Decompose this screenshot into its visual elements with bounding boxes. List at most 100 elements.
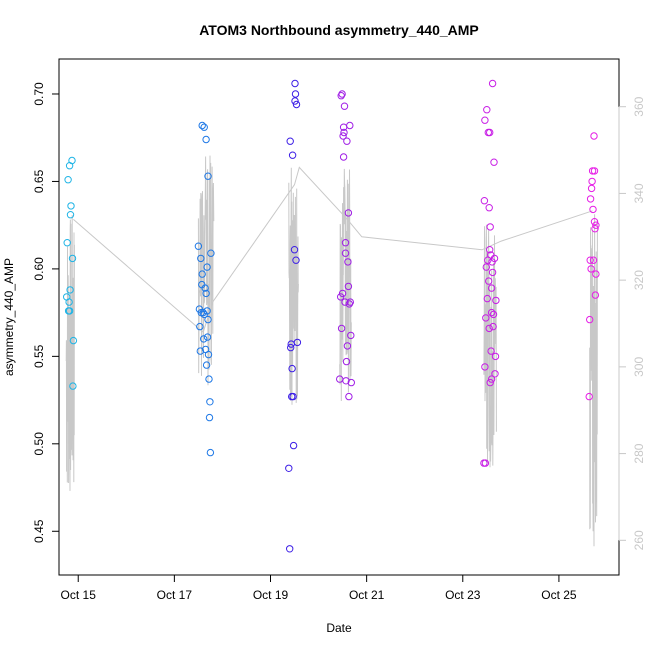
secondary-spike-burst — [197, 155, 215, 386]
data-point — [590, 167, 599, 175]
data-point — [482, 314, 490, 322]
data-point — [289, 392, 297, 401]
data-point — [68, 156, 76, 165]
y2-tick-label: 300 — [632, 357, 646, 377]
data-point — [205, 375, 213, 383]
data-point — [492, 296, 500, 305]
data-point — [482, 263, 490, 271]
data-point — [202, 289, 210, 298]
data-point — [483, 294, 491, 303]
data-point — [338, 90, 346, 98]
data-point — [487, 375, 496, 383]
data-point — [588, 167, 597, 175]
data-point — [487, 308, 496, 317]
series-group — [194, 121, 215, 457]
data-point — [485, 204, 493, 212]
data-point — [291, 97, 299, 105]
data-point — [286, 137, 294, 145]
data-point — [65, 307, 74, 315]
data-point — [486, 378, 494, 387]
data-point — [491, 370, 499, 378]
data-point — [488, 268, 497, 277]
secondary-spike-burst — [339, 168, 352, 402]
data-point — [196, 322, 204, 331]
data-point — [204, 315, 212, 324]
data-point — [486, 128, 494, 137]
data-point — [63, 239, 71, 247]
data-point — [485, 324, 493, 333]
chart-title: ATOM3 Northbound asymmetry_440_AMP — [199, 22, 479, 38]
data-point — [66, 286, 74, 294]
data-point — [592, 270, 600, 278]
data-point — [200, 123, 208, 131]
data-point — [338, 289, 347, 298]
series-group — [585, 132, 600, 401]
data-point — [486, 223, 494, 231]
data-point — [588, 177, 596, 186]
data-point — [66, 211, 75, 219]
data-point — [204, 350, 213, 359]
data-point — [341, 298, 349, 306]
data-point — [194, 242, 203, 250]
data-point — [342, 377, 350, 385]
data-point — [344, 282, 353, 291]
y2-tick-label: 280 — [632, 443, 646, 463]
data-point — [206, 398, 214, 406]
data-point — [345, 392, 353, 401]
data-point — [345, 300, 353, 308]
data-point — [292, 100, 301, 109]
data-point — [64, 176, 72, 184]
data-point — [206, 448, 215, 457]
data-point — [202, 135, 210, 144]
data-point — [481, 116, 489, 124]
data-point — [201, 284, 209, 292]
data-point — [207, 249, 215, 257]
data-point — [293, 338, 302, 347]
data-point — [287, 343, 295, 352]
y-axis: 0.45 0.50 0.55 0.60 0.65 0.70 — [32, 82, 59, 543]
series-group — [62, 156, 78, 390]
y2-tick-label: 260 — [632, 530, 646, 550]
data-point — [480, 197, 489, 205]
x-tick-label: Oct 25 — [541, 588, 577, 602]
y2-tick-label: 360 — [632, 96, 646, 116]
data-point — [289, 441, 298, 450]
data-point — [343, 342, 352, 350]
data-point — [344, 209, 353, 217]
data-point — [292, 256, 300, 264]
data-point — [346, 298, 354, 306]
data-point — [290, 246, 299, 254]
y-tick-label: 0.60 — [32, 257, 46, 281]
data-point — [481, 459, 490, 467]
data-point — [344, 258, 352, 266]
data-point — [337, 293, 345, 301]
data-point — [488, 79, 497, 88]
data-point — [586, 315, 594, 324]
data-point — [288, 151, 297, 159]
x-tick-label: Oct 21 — [349, 588, 385, 602]
data-point — [483, 106, 491, 114]
data-point — [587, 184, 596, 193]
data-point — [196, 347, 205, 355]
data-point — [68, 254, 77, 263]
secondary-y-axis: 260 280 300 320 340 360 — [618, 96, 646, 550]
data-point — [69, 336, 78, 345]
y2-tick-label: 340 — [632, 183, 646, 203]
data-point — [590, 132, 598, 140]
data-point — [65, 298, 73, 306]
data-point — [286, 545, 294, 553]
data-point — [200, 335, 208, 343]
data-point — [285, 464, 293, 472]
data-point — [67, 202, 75, 210]
y-axis-label: asymmetry_440_AMP — [2, 258, 16, 376]
y-tick-label: 0.50 — [32, 432, 46, 456]
data-point — [340, 128, 348, 137]
data-point — [487, 284, 496, 292]
data-point — [343, 137, 351, 145]
series-group — [285, 79, 302, 553]
series-group — [336, 90, 355, 401]
data-point — [199, 308, 207, 317]
data-point — [203, 263, 211, 271]
y-tick-label: 0.55 — [32, 344, 46, 368]
